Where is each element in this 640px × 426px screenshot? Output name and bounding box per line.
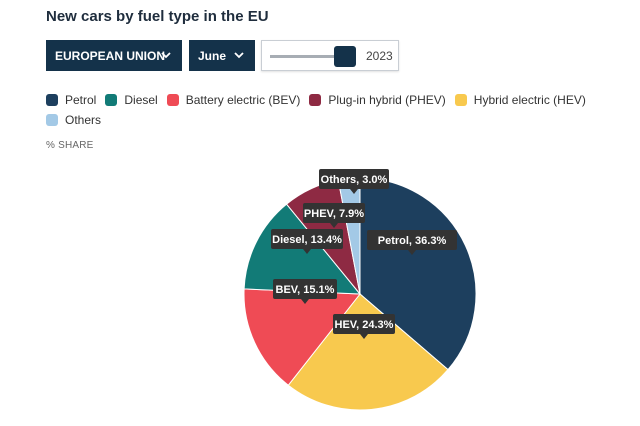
data-label-text: HEV, 24.3%	[335, 319, 394, 331]
legend-label: Plug-in hybrid (PHEV)	[328, 93, 446, 107]
chevron-down-icon	[161, 52, 171, 59]
year-slider: 2023	[261, 40, 399, 71]
axis-unit-label: % SHARE	[46, 140, 94, 151]
data-label-pointer	[360, 334, 368, 339]
year-slider-handle[interactable]	[334, 46, 357, 67]
data-label: Petrol, 36.3%	[367, 230, 457, 255]
legend-swatch	[454, 94, 467, 106]
legend-label: Hybrid electric (HEV)	[473, 93, 586, 107]
data-label-pointer	[301, 299, 309, 304]
data-label: PHEV, 7.9%	[303, 203, 365, 228]
data-label-background	[333, 314, 395, 334]
legend-label: Petrol	[65, 93, 97, 107]
legend-label: Diesel	[124, 93, 158, 107]
legend-swatch	[46, 94, 58, 106]
data-label-pointer	[330, 223, 338, 228]
legend-item[interactable]: Hybrid electric (HEV)	[454, 90, 586, 110]
legend-swatch	[309, 94, 322, 106]
data-label-text: Diesel, 13.4%	[272, 234, 342, 246]
data-label-text: PHEV, 7.9%	[304, 208, 364, 220]
legend-label: Battery electric (BEV)	[185, 93, 301, 107]
year-value: 2023	[366, 49, 393, 63]
legend-item[interactable]: Others	[46, 110, 101, 130]
data-label: HEV, 24.3%	[333, 314, 395, 339]
data-label-background	[273, 279, 337, 299]
data-label: Others, 3.0%	[319, 169, 389, 194]
region-dropdown-label: EUROPEAN UNION	[55, 48, 166, 63]
legend-item[interactable]: Diesel	[105, 90, 158, 110]
data-label-text: BEV, 15.1%	[276, 284, 335, 296]
region-dropdown[interactable]: EUROPEAN UNION	[46, 40, 182, 71]
data-label: BEV, 15.1%	[273, 279, 337, 304]
data-label-background	[367, 230, 457, 250]
data-label-pointer	[303, 249, 311, 254]
data-label-text: Petrol, 36.3%	[378, 235, 447, 247]
pie-slice-battery-electric-bev[interactable]	[243, 288, 361, 386]
month-dropdown[interactable]: June	[189, 40, 255, 71]
chevron-down-icon	[234, 52, 244, 59]
data-label-background	[271, 229, 343, 249]
pie-slice-petrol[interactable]	[359, 177, 477, 371]
year-slider-fill	[270, 55, 346, 58]
legend-item[interactable]: Petrol	[46, 90, 96, 110]
year-slider-track[interactable]	[270, 55, 352, 58]
data-label-pointer	[408, 250, 416, 255]
chart-legend: Petrol Diesel Battery electric (BEV) Plug-i…	[46, 90, 616, 130]
data-label-text: Others, 3.0%	[321, 174, 388, 186]
legend-item[interactable]: Plug-in hybrid (PHEV)	[309, 90, 446, 110]
data-label-pointer	[350, 189, 358, 194]
legend-swatch	[166, 94, 179, 106]
data-label-background	[319, 169, 389, 189]
pie-slice-hybrid-electric-hev[interactable]	[287, 293, 449, 411]
legend-swatch	[46, 114, 58, 126]
data-label-background	[303, 203, 365, 223]
legend-item[interactable]: Battery electric (BEV)	[166, 90, 301, 110]
legend-swatch	[105, 94, 118, 106]
chart-title: New cars by fuel type in the EU	[46, 8, 269, 25]
pie-slice-diesel[interactable]	[243, 203, 362, 295]
legend-label: Others	[65, 113, 102, 127]
data-label: Diesel, 13.4%	[271, 229, 343, 254]
month-dropdown-label: June	[198, 48, 227, 63]
